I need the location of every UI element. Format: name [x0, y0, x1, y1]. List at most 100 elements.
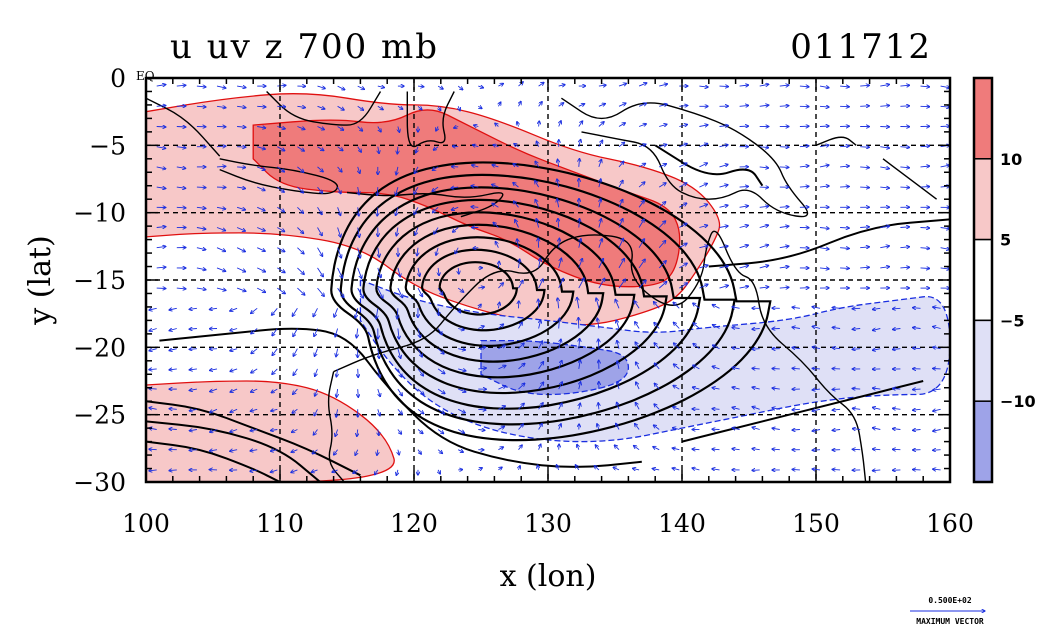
- wind-vector-133: [272, 348, 278, 356]
- wind-vector-299: [438, 469, 440, 474]
- y-tick-labels: 0 −5 −10 −15 −20 −25 −30: [73, 64, 126, 497]
- wind-vector-769: [920, 268, 930, 269]
- wind-vector-596: [732, 407, 740, 409]
- wind-vector-324: [472, 165, 479, 167]
- wind-vector-32: [169, 329, 177, 331]
- wind-vector-506: [658, 202, 666, 208]
- wind-vector-0: [156, 85, 166, 87]
- x-tick-label-160: 160: [926, 509, 974, 538]
- wind-vector-37: [169, 429, 177, 430]
- wind-vector-575: [712, 388, 720, 390]
- wind-vector-521: [679, 105, 688, 106]
- wind-vector-540: [699, 86, 708, 87]
- wind-vector-301: [458, 106, 460, 111]
- wind-vector-306: [451, 206, 459, 210]
- axis-ticks: [145, 77, 951, 483]
- wind-vector-388: [538, 238, 539, 248]
- wind-vector-286: [432, 206, 439, 212]
- wind-vector-532: [673, 322, 680, 329]
- wind-vector-560: [719, 86, 729, 87]
- wind-vector-34: [169, 369, 177, 370]
- wind-vector-692: [832, 327, 841, 328]
- wind-vector-764: [920, 166, 930, 167]
- wind-vector-264: [414, 166, 419, 174]
- wind-vector-67: [216, 227, 226, 231]
- wind-vector-249: [397, 267, 400, 277]
- wind-vector-416: [558, 403, 562, 410]
- wind-vector-680: [840, 86, 849, 87]
- wind-vector-179: [311, 470, 318, 472]
- wind-vector-468: [618, 238, 623, 248]
- wind-vector-159: [291, 470, 298, 473]
- geopotential-contour-open-4: [681, 380, 924, 443]
- wind-vector-192: [335, 328, 339, 337]
- wind-vector-51: [189, 308, 197, 309]
- wind-vector-389: [539, 258, 541, 268]
- wind-vector-68: [216, 247, 226, 252]
- wind-vector-364: [513, 164, 519, 168]
- wind-vector-177: [313, 429, 318, 436]
- y-tick-label-30: −30: [73, 468, 126, 497]
- wind-vector-679: [812, 469, 821, 470]
- wind-vector-528: [679, 243, 687, 249]
- wind-vector-139: [270, 470, 278, 472]
- wind-vector-365: [513, 183, 519, 188]
- wind-vector-594: [732, 368, 740, 369]
- wind-vector-385: [535, 181, 539, 188]
- wind-vector-114: [251, 368, 258, 373]
- wind-vector-413: [559, 339, 561, 349]
- wind-vector-395: [538, 382, 544, 390]
- wind-vector-339: [478, 468, 482, 470]
- wind-vector-78: [209, 450, 218, 451]
- wind-vector-358: [498, 447, 503, 450]
- wind-vector-336: [478, 409, 486, 410]
- wind-vector-740: [900, 85, 909, 86]
- wind-vector-200: [357, 85, 365, 89]
- wind-vector-230: [377, 287, 383, 298]
- wind-vector-610: [759, 287, 769, 288]
- plot-layers: [146, 78, 950, 482]
- wind-vector-297: [437, 429, 444, 434]
- wind-vector-765: [920, 187, 930, 188]
- wind-vector-198: [334, 449, 338, 455]
- wind-vector-732: [872, 329, 881, 331]
- wind-vector-229: [377, 267, 381, 278]
- wind-vector-331: [478, 304, 481, 309]
- wind-vector-22: [176, 127, 186, 128]
- wind-vector-443: [598, 140, 603, 147]
- wind-vector-572: [712, 325, 720, 329]
- wind-vector-484: [638, 164, 646, 168]
- wind-vector-243: [397, 146, 398, 154]
- wind-vector-430: [578, 278, 584, 289]
- wind-vector-436: [579, 403, 581, 410]
- wind-vector-41: [196, 106, 206, 107]
- wind-vector-219: [353, 469, 358, 474]
- wind-vector-772: [913, 328, 921, 329]
- wind-vector-210: [357, 287, 364, 298]
- wind-vector-178: [312, 449, 318, 454]
- wind-vector-669: [819, 268, 829, 269]
- wind-vector-603: [759, 147, 769, 148]
- wind-vector-553: [693, 344, 700, 350]
- wind-vector-284: [432, 166, 439, 171]
- y-tick-label-0: 0: [110, 64, 126, 93]
- wind-vector-130: [277, 287, 285, 294]
- wind-vector-129: [277, 267, 285, 273]
- wind-vector-473: [617, 340, 619, 349]
- wind-vector-592: [732, 327, 740, 328]
- wind-vector-255: [397, 388, 402, 396]
- wind-vector-158: [291, 450, 298, 453]
- wind-vector-700: [860, 85, 869, 86]
- wind-vector-467: [618, 219, 623, 228]
- wind-vector-278: [418, 449, 421, 455]
- wind-vector-496: [635, 402, 640, 410]
- wind-vector-183: [337, 146, 343, 151]
- wind-vector-205: [358, 187, 359, 195]
- wind-vector-156: [292, 408, 298, 413]
- wind-vector-172: [314, 328, 318, 337]
- wind-vector-440: [598, 85, 606, 86]
- wind-vector-537: [672, 428, 680, 430]
- wind-vector-410: [558, 278, 564, 289]
- wind-vector-368: [517, 239, 519, 248]
- wind-vector-600: [759, 84, 769, 86]
